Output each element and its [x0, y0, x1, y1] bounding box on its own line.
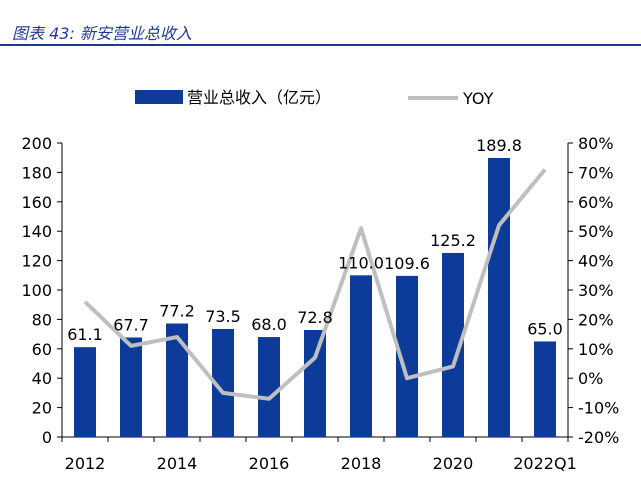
right-tick-label: 40% [578, 252, 614, 271]
bar-2019 [396, 275, 418, 437]
legend-line-label: YOY [462, 89, 494, 108]
x-tick-label: 2022Q1 [513, 454, 577, 473]
bar-data-label: 68.0 [251, 315, 287, 334]
x-tick-label: 2016 [249, 454, 290, 473]
right-tick-label: -20% [578, 428, 619, 447]
right-tick-label: 20% [578, 310, 614, 329]
bar-2013 [120, 337, 142, 437]
right-tick-label: 70% [578, 163, 614, 182]
x-tick-label: 2018 [341, 454, 382, 473]
bar-data-label: 189.8 [476, 136, 522, 155]
bar-data-label: 73.5 [205, 307, 241, 326]
bar-data-label: 72.8 [297, 308, 333, 327]
title-rule [0, 44, 641, 46]
left-tick-label: 40 [32, 369, 52, 388]
left-tick-label: 140 [21, 222, 52, 241]
bar-2015 [212, 328, 234, 437]
x-tick-label: 2012 [65, 454, 106, 473]
bar-2014 [166, 323, 188, 437]
right-tick-label: -10% [578, 399, 619, 418]
left-tick-label: 120 [21, 252, 52, 271]
bar-data-label: 125.2 [430, 231, 476, 250]
bar-data-label: 109.6 [384, 254, 430, 273]
right-tick-label: 10% [578, 340, 614, 359]
bar-2022Q1 [534, 341, 556, 437]
right-tick-label: 60% [578, 193, 614, 212]
right-tick-label: 80% [578, 134, 614, 153]
x-tick-label: 2014 [157, 454, 198, 473]
bar-2016 [258, 337, 280, 437]
bar-2017 [304, 329, 326, 437]
bar-data-label: 110.0 [338, 253, 384, 272]
legend-bar-label: 营业总收入（亿元） [187, 88, 331, 107]
left-tick-label: 100 [21, 281, 52, 300]
left-tick-label: 20 [32, 399, 52, 418]
right-tick-label: 0% [578, 369, 603, 388]
bar-data-label: 61.1 [67, 325, 103, 344]
left-tick-label: 200 [21, 134, 52, 153]
bar-2021 [488, 157, 510, 437]
legend-bar-swatch [135, 90, 183, 104]
bar-data-label: 67.7 [113, 315, 149, 334]
left-tick-label: 0 [42, 428, 52, 447]
right-tick-label: 50% [578, 222, 614, 241]
left-tick-label: 60 [32, 340, 52, 359]
bar-data-label: 65.0 [527, 319, 563, 338]
left-tick-label: 160 [21, 193, 52, 212]
bar-2020 [442, 252, 464, 437]
x-tick-label: 2020 [433, 454, 474, 473]
bar-data-label: 77.2 [159, 302, 195, 321]
bar-2012 [74, 347, 96, 437]
yoy-line [83, 168, 547, 401]
figure-title: 图表 43: 新安营业总收入 [12, 24, 192, 43]
right-tick-label: 30% [578, 281, 614, 300]
left-tick-label: 180 [21, 163, 52, 182]
left-tick-label: 80 [32, 310, 52, 329]
bar-2018 [350, 275, 372, 437]
